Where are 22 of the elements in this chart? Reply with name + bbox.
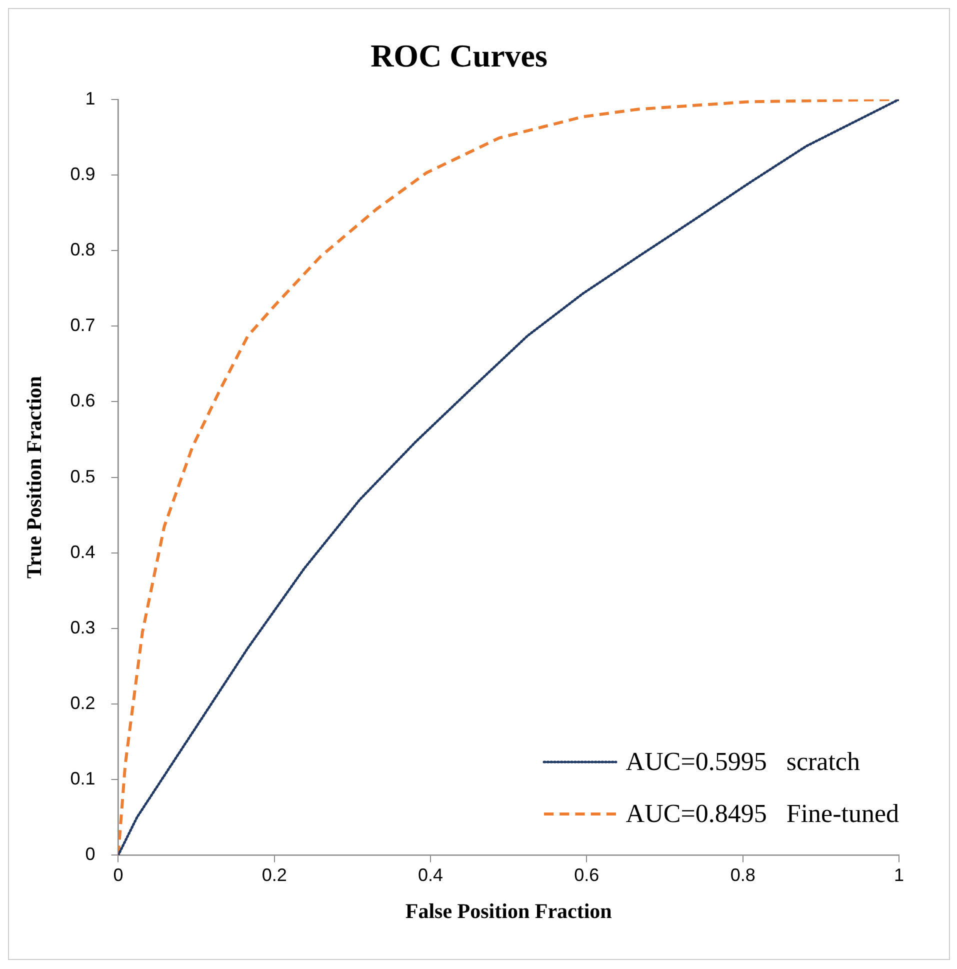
y-tick-label: 0.9 — [70, 164, 96, 184]
y-tick-label: 0.1 — [70, 768, 96, 789]
legend-label: AUC=0.8495 Fine-tuned — [626, 799, 899, 829]
y-tick-label: 0.8 — [70, 240, 96, 260]
y-tick-label: 0.7 — [70, 315, 96, 336]
x-tick-label: 0.2 — [262, 864, 287, 885]
y-tick-label: 0.6 — [70, 390, 96, 411]
chart-title: ROC Curves — [370, 37, 548, 74]
y-tick-label: 0.5 — [70, 466, 96, 486]
y-tick-label: 1 — [85, 88, 96, 108]
x-axis-title: False Position Fraction — [405, 898, 612, 923]
y-tick-label: 0 — [85, 844, 96, 864]
x-tick-label: 0.8 — [730, 864, 756, 885]
y-tick-label: 0.2 — [70, 693, 96, 714]
x-tick-label: 0.4 — [418, 864, 444, 885]
y-tick-label: 0.4 — [70, 542, 96, 562]
y-axis-title: True Position Fraction — [22, 376, 46, 579]
x-tick-label: 1 — [894, 864, 904, 885]
x-tick-label: 0.6 — [574, 864, 600, 885]
y-tick-label: 0.3 — [70, 617, 96, 638]
x-tick-label: 0 — [113, 864, 124, 885]
legend-label: AUC=0.5995 scratch — [626, 747, 860, 777]
